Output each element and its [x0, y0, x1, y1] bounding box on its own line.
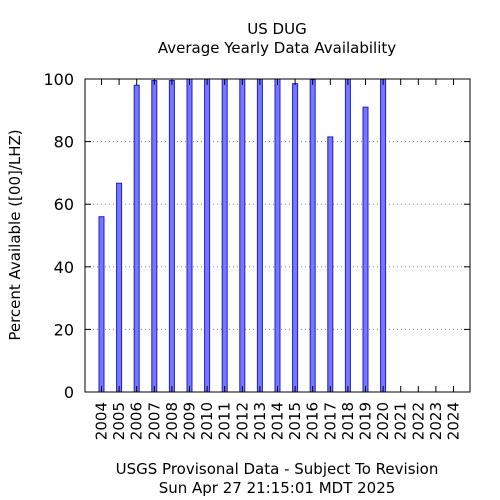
- y-tick-label: 60: [54, 195, 74, 214]
- x-axis-label: USGS Provisonal Data - Subject To Revisi…: [116, 460, 439, 478]
- x-tick-label: 2015: [286, 402, 304, 440]
- bar-2018: [344, 78, 351, 393]
- x-tick-label: 2019: [357, 402, 375, 440]
- x-tick-label: 2017: [321, 402, 339, 440]
- timestamp-footer: Sun Apr 27 21:15:01 MDT 2025: [159, 479, 396, 497]
- x-tick-label: 2024: [445, 402, 463, 440]
- bar-2008: [168, 80, 175, 393]
- bar-2016: [309, 79, 316, 393]
- bar-2006: [133, 84, 140, 393]
- x-tick-label: 2006: [128, 402, 146, 440]
- y-tick-label: 20: [54, 320, 74, 339]
- x-tick-label: 2020: [374, 402, 392, 440]
- x-tick-label: 2007: [145, 402, 163, 440]
- x-tick-label: 2023: [427, 402, 445, 440]
- x-tick-label: 2012: [233, 402, 251, 440]
- x-tick-label: 2021: [392, 402, 410, 440]
- y-tick-label: 40: [54, 258, 74, 277]
- bar-2005: [116, 182, 123, 393]
- bars: [98, 78, 387, 393]
- bar-2007: [151, 80, 158, 393]
- y-tick-label: 0: [64, 383, 74, 402]
- x-tick-label: 2011: [216, 402, 234, 440]
- bar-2012: [239, 78, 246, 393]
- x-tick-label: 2004: [93, 402, 111, 440]
- x-tick-label: 2022: [409, 402, 427, 440]
- chart-title: US DUG: [247, 20, 306, 38]
- bar-2020: [380, 78, 387, 393]
- bar-2009: [186, 78, 193, 393]
- plot-frame: [84, 78, 471, 393]
- x-tick-label: 2005: [110, 402, 128, 440]
- y-axis-label: Percent Available ([00]/LHZ): [6, 129, 24, 340]
- x-tick-label: 2018: [339, 402, 357, 440]
- x-tick-label: 2013: [251, 402, 269, 440]
- y-axis-ticks: 0 20 40 60 80 100: [43, 70, 470, 402]
- x-axis-ticks: 2004 2005 2006 2007 2008 2009 2010 2011 2012 2013…: [93, 79, 463, 440]
- x-tick-label: 2014: [269, 402, 287, 440]
- bar-2013: [256, 78, 263, 393]
- bar-2015: [292, 83, 299, 393]
- bar-2004: [98, 216, 105, 393]
- bar-2014: [274, 78, 281, 393]
- bar-2010: [204, 78, 211, 393]
- bar-2011: [221, 78, 228, 393]
- y-tick-label: 100: [43, 70, 74, 89]
- x-tick-label: 2016: [304, 402, 322, 440]
- y-tick-label: 80: [54, 133, 74, 152]
- chart-subtitle: Average Yearly Data Availability: [158, 39, 396, 57]
- bar-2017: [327, 136, 334, 393]
- x-tick-label: 2008: [163, 402, 181, 440]
- x-tick-label: 2009: [181, 402, 199, 440]
- x-tick-label: 2010: [198, 402, 216, 440]
- bar-2019: [362, 106, 369, 393]
